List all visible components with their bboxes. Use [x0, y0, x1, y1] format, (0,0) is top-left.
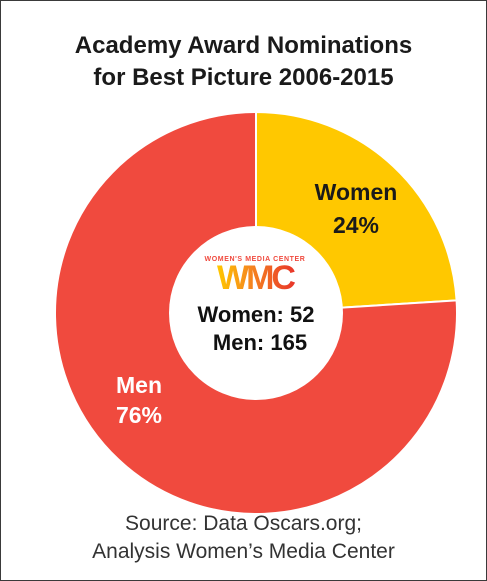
center-count-men: Men: 165 [213, 330, 307, 355]
chart-title-line-1: Academy Award Nominations [74, 32, 413, 59]
source-line-2: Analysis Women’s Media Center [92, 540, 395, 563]
logo-wordmark: WMC [217, 259, 295, 297]
slice-women-name-label: Women [315, 179, 398, 205]
wmc-logo: WOMEN'S MEDIA CENTER WMC [205, 256, 306, 297]
source-line-1: Source: Data Oscars.org; [125, 512, 362, 535]
slice-men-percent-label: 76% [116, 402, 162, 428]
slice-men-name-label: Men [116, 372, 162, 398]
chart-title: Academy Award Nominations for Best Pictu… [0, 30, 487, 94]
chart-title-line-2: for Best Picture 2006-2015 [93, 64, 394, 91]
slice-labels: Women 24% Men 76% [116, 179, 397, 428]
logo-caption: WOMEN'S MEDIA CENTER [205, 256, 306, 263]
center-count-women: Women: 52 [198, 302, 315, 327]
donut-hole [169, 226, 343, 400]
source-note: Source: Data Oscars.org; Analysis Women’… [0, 510, 487, 566]
slice-women-percent-label: 24% [333, 212, 379, 238]
